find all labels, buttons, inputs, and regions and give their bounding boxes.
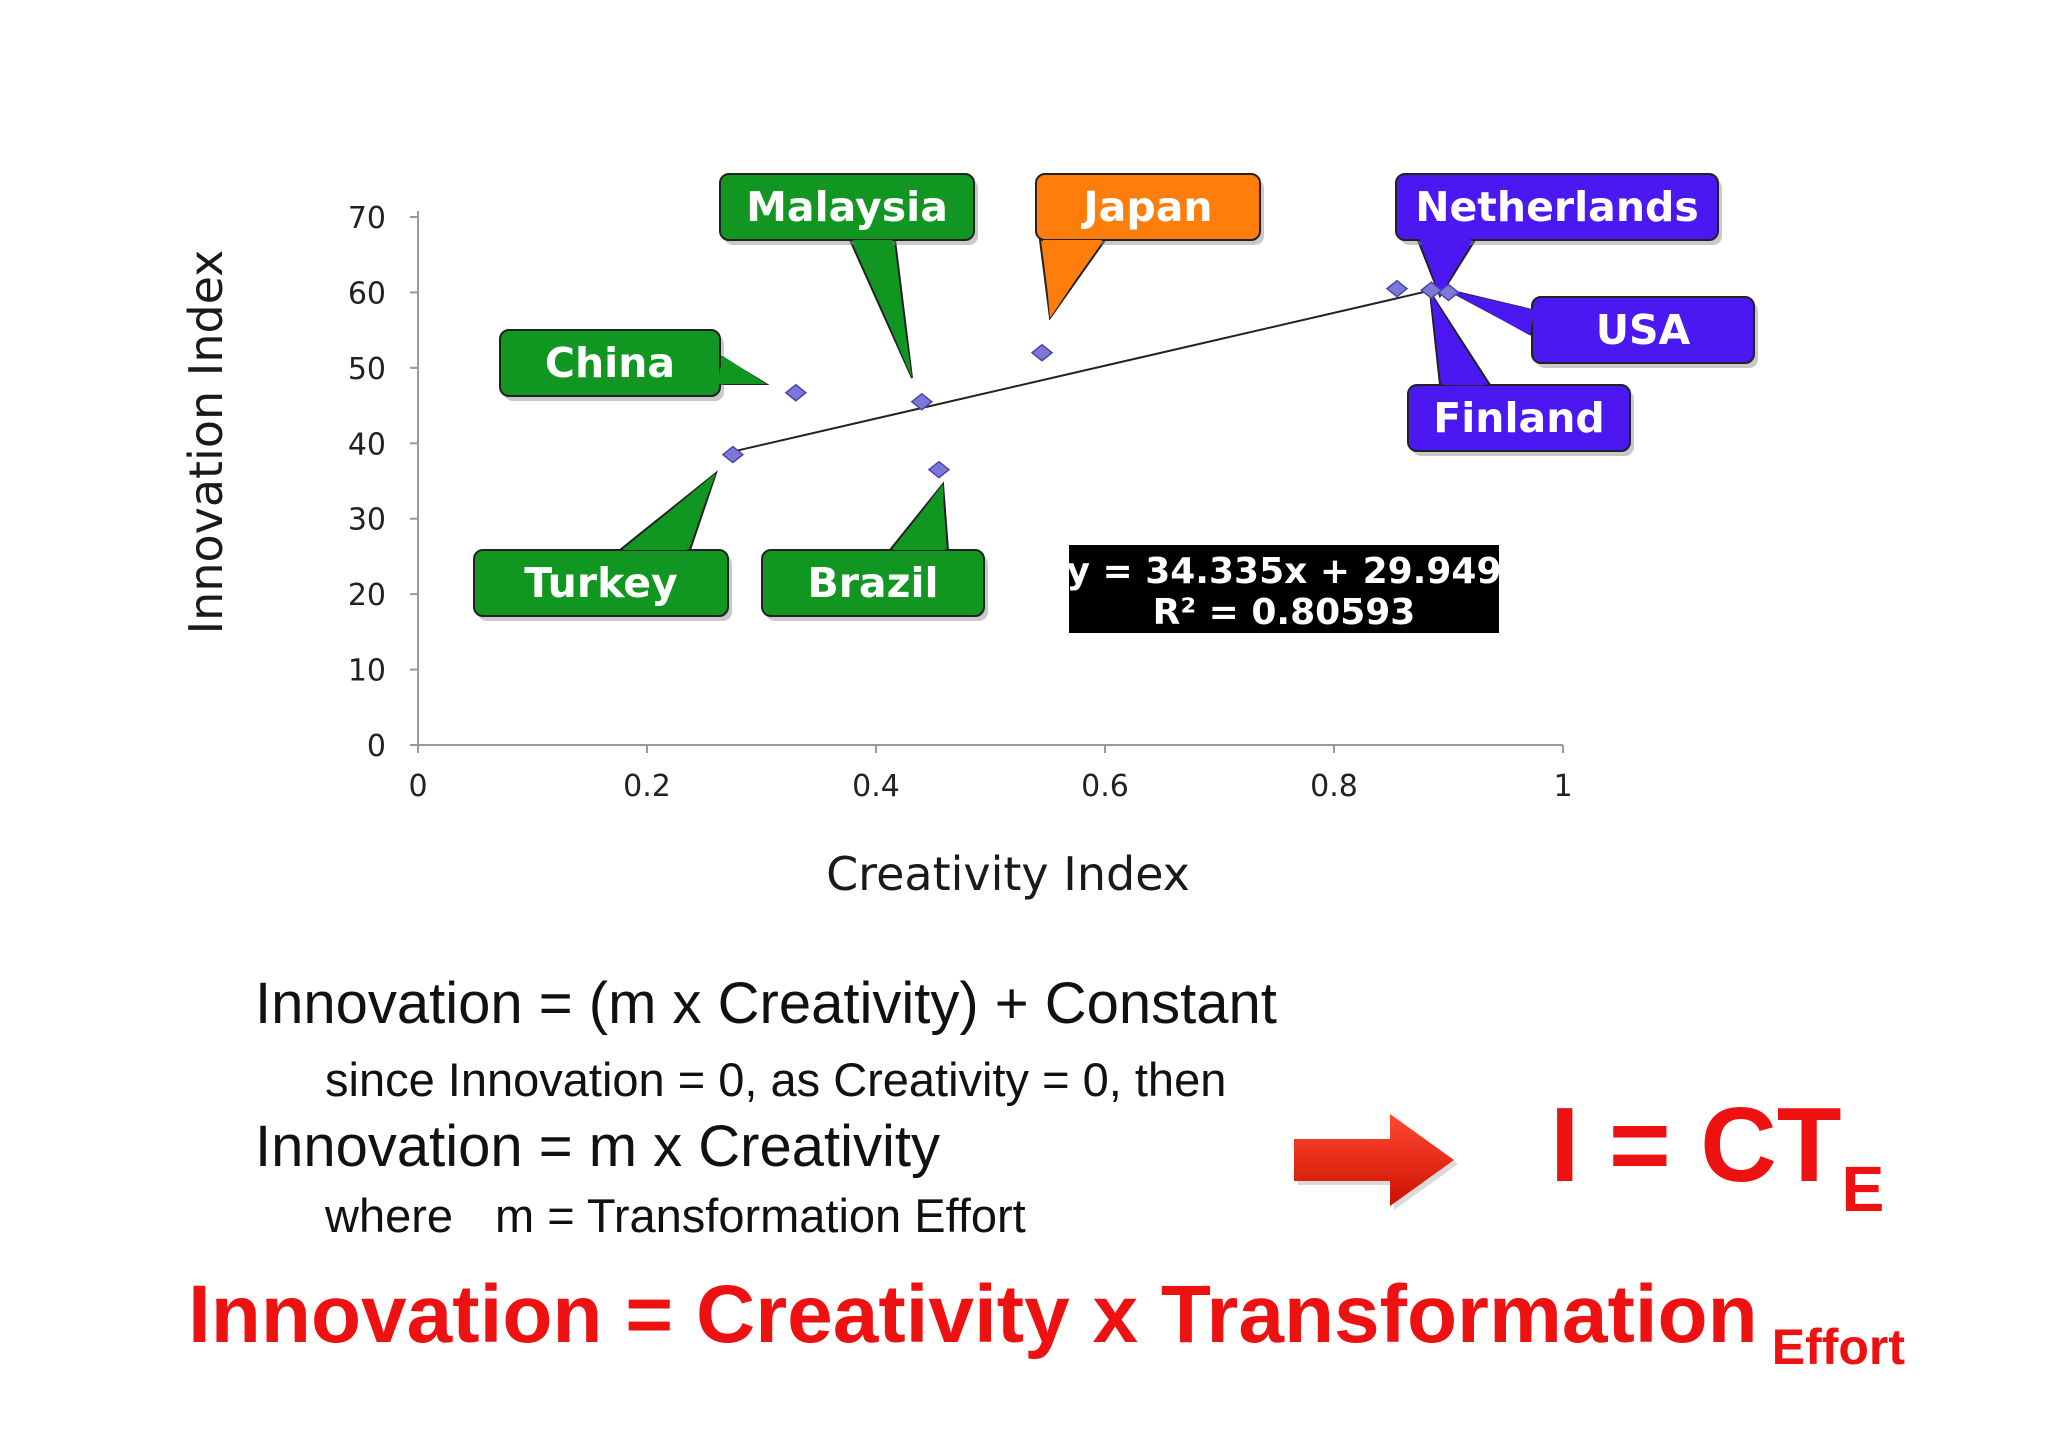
trendline-layer — [732, 285, 1449, 453]
x-tick-label: 0.6 — [1081, 769, 1129, 804]
callout-pointer-fill — [717, 356, 766, 384]
x-axis-title: Creativity Index — [826, 847, 1190, 901]
callout-brazil: Brazil — [761, 481, 988, 621]
equation-box-background — [1069, 545, 1499, 633]
data-point-finland — [1420, 281, 1443, 300]
chart-axes: 0 0.2 0.4 0.6 0.8 1010203040506070Creativity … — [179, 201, 1573, 901]
m-definition: m = Transformation Effort — [495, 1189, 1026, 1242]
callout-pointer-fill — [853, 240, 912, 378]
callout-pointer-fill — [1413, 220, 1472, 296]
callout-box — [719, 173, 975, 241]
equation-line-2: since Innovation = 0, as Creativity = 0,… — [325, 1053, 1227, 1106]
callout-box — [1035, 173, 1261, 241]
innovation-equation-subscript: Effort — [1771, 1319, 1906, 1375]
callout-netherlands: Netherlands — [1395, 173, 1722, 299]
callout-label-brazil: Brazil — [807, 559, 938, 607]
formula-subscript: E — [1841, 1153, 1885, 1225]
callout-box — [1531, 296, 1755, 364]
callout-japan: Japan — [1035, 173, 1264, 321]
data-point-turkey — [721, 445, 745, 464]
equation-line-3: Innovation = m x Creativity — [255, 1114, 941, 1179]
callout-label-china: China — [545, 339, 675, 387]
data-point-china — [784, 383, 808, 402]
callout-box — [1395, 173, 1719, 241]
callout-finland: Finland — [1407, 291, 1634, 456]
callout-china: China — [499, 329, 770, 401]
data-point-malaysia — [910, 392, 934, 411]
data-point-japan — [1030, 343, 1054, 362]
callout-box — [1407, 384, 1631, 452]
equation-line-4: where m = Transformation Effort — [325, 1188, 1026, 1243]
y-tick-label: 10 — [348, 654, 386, 689]
x-tick-label: 1 — [1553, 769, 1572, 804]
x-tick-label: 0.2 — [623, 769, 671, 804]
equation-line-1: Innovation = (m x Creativity) + Constant — [255, 971, 1277, 1036]
callout-label-malaysia: Malaysia — [746, 183, 948, 231]
formula-main: I = CT — [1550, 1086, 1842, 1204]
y-axis-title: Innovation Index — [179, 250, 233, 635]
data-point-brazil — [927, 460, 951, 479]
callout-box — [499, 329, 721, 397]
callout-usa: USA — [1447, 289, 1758, 368]
trendline-equation-line2: R² = 0.80593 — [1153, 592, 1416, 633]
x-tick-label: 0.4 — [852, 769, 900, 804]
callout-turkey: Turkey — [473, 470, 732, 621]
y-tick-label: 20 — [348, 578, 386, 613]
callouts-layer: Turkey China Malaysia Brazil Japan Netherland… — [473, 173, 1758, 621]
points-layer — [721, 279, 1460, 479]
x-tick-label: 0 — [408, 769, 427, 804]
data-point-netherlands — [1385, 279, 1409, 298]
y-tick-label: 70 — [348, 201, 386, 236]
callout-label-turkey: Turkey — [524, 559, 678, 607]
callout-label-japan: Japan — [1080, 183, 1212, 231]
callout-label-usa: USA — [1596, 306, 1691, 354]
y-tick-label: 30 — [348, 503, 386, 538]
formula-icte: I = CTE — [1550, 1085, 1884, 1226]
innovation-equation: Innovation = Creativity x Transformation… — [188, 1268, 1905, 1376]
callout-label-finland: Finland — [1433, 394, 1605, 442]
scatter-chart: 0 0.2 0.4 0.6 0.8 1010203040506070Creativity … — [179, 173, 1758, 901]
callout-pointer-fill — [1448, 290, 1535, 335]
callout-box — [473, 549, 729, 617]
callout-pointer-fill — [623, 473, 716, 550]
right-arrow-icon — [1294, 1114, 1458, 1210]
trendline — [732, 285, 1449, 453]
callout-pointer-fill — [1430, 292, 1487, 385]
y-tick-label: 0 — [367, 729, 386, 764]
y-tick-label: 50 — [348, 352, 386, 387]
y-tick-label: 40 — [348, 427, 386, 462]
y-tick-label: 60 — [348, 276, 386, 311]
trendline-equation-line1: y = 34.335x + 29.949 — [1067, 551, 1502, 592]
x-tick-label: 0.8 — [1310, 769, 1358, 804]
callout-malaysia: Malaysia — [719, 173, 978, 379]
where-label: where — [325, 1189, 454, 1242]
innovation-equation-main: Innovation = Creativity x Transformation — [188, 1269, 1758, 1360]
callout-pointer-fill — [893, 484, 945, 550]
callout-label-netherlands: Netherlands — [1415, 183, 1699, 231]
callout-box — [761, 549, 985, 617]
callout-pointer-fill — [1043, 240, 1102, 318]
